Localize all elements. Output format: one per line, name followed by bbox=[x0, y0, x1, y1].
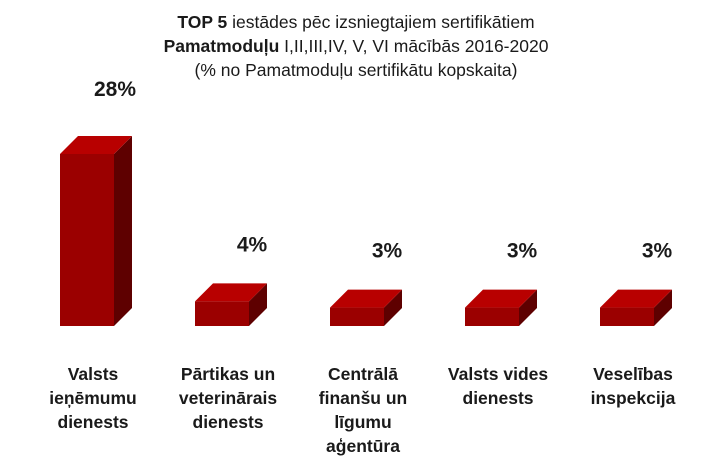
title-line-1: TOP 5 iestādes pēc izsniegtajiem sertifi… bbox=[177, 12, 535, 32]
chart-title: TOP 5 iestādes pēc izsniegtajiem sertifi… bbox=[0, 10, 712, 82]
category-label-2: Pārtikas un veterinārais dienests bbox=[163, 362, 293, 434]
category-label-line: finanšu un bbox=[318, 388, 408, 408]
bar-front bbox=[600, 307, 654, 326]
category-label-line: inspekcija bbox=[590, 388, 676, 408]
bar-front bbox=[465, 307, 519, 326]
bar-1 bbox=[60, 136, 132, 326]
category-label-3: Centrālā finanšu un līgumu aģentūra bbox=[298, 362, 428, 458]
bar-side bbox=[114, 136, 132, 326]
data-label-3: 3% bbox=[372, 240, 403, 263]
title-line-3: (% no Pamatmoduļu sertifikātu kopskaita) bbox=[194, 60, 518, 80]
category-label-line: dienests bbox=[57, 412, 129, 432]
bar-top bbox=[60, 136, 132, 154]
data-label-1: 28% bbox=[94, 78, 136, 101]
category-label-line: Pārtikas un bbox=[180, 364, 276, 384]
category-label-line: Veselības bbox=[593, 364, 673, 384]
category-label-line: ieņēmumu bbox=[49, 388, 137, 408]
category-label-line: Valsts bbox=[67, 364, 119, 384]
bar-side bbox=[384, 289, 402, 326]
bar-side bbox=[249, 283, 267, 326]
bar-5 bbox=[600, 289, 672, 326]
bar-top bbox=[330, 289, 402, 308]
category-label-5: Veselības inspekcija bbox=[568, 362, 698, 410]
bar-front bbox=[330, 307, 384, 326]
category-label-line: dienests bbox=[462, 388, 534, 408]
category-label-line: veterinārais bbox=[178, 388, 278, 408]
bar-front bbox=[60, 154, 114, 326]
category-label-1: Valsts ieņēmumu dienests bbox=[28, 362, 158, 434]
bar-3 bbox=[330, 289, 402, 326]
bar-side bbox=[519, 289, 537, 326]
category-label-line: dienests bbox=[192, 412, 264, 432]
bar-4 bbox=[465, 289, 537, 326]
category-label-line: Valsts vides bbox=[447, 364, 549, 384]
data-label-5: 3% bbox=[642, 240, 673, 263]
category-label-line: līgumu bbox=[334, 412, 392, 432]
bar-top bbox=[195, 283, 267, 302]
category-label-line: aģentūra bbox=[326, 436, 400, 456]
category-label-4: Valsts vides dienests bbox=[433, 362, 563, 410]
bar-side bbox=[654, 289, 672, 326]
title-line-2: Pamatmoduļu I,II,III,IV, V, VI mācībās 2… bbox=[163, 36, 549, 56]
bar-front bbox=[195, 301, 249, 326]
bar-top bbox=[600, 289, 672, 308]
bar-top bbox=[465, 289, 537, 308]
data-label-4: 3% bbox=[507, 240, 538, 263]
bar-2 bbox=[195, 283, 267, 326]
data-label-2: 4% bbox=[237, 233, 268, 256]
category-label-line: Centrālā bbox=[327, 364, 399, 384]
